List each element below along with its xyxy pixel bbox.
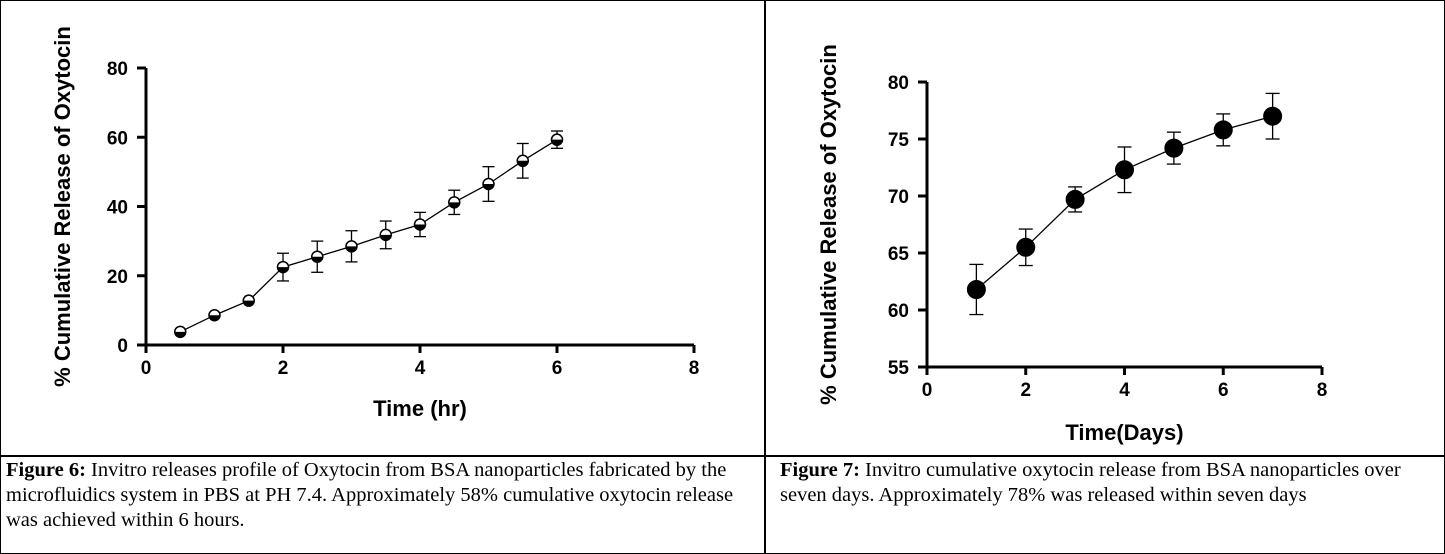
data-point-fill — [448, 202, 460, 208]
data-point-fill — [517, 160, 529, 167]
chart-panel-right: 0 2 4 6 8 55 60 65 70 75 80 Time(Days) % Cumulative … — [766, 0, 1443, 455]
y-tick-label: 80 — [107, 59, 128, 80]
caption-figure-7: Figure 7: Invitro cumulative oxytocin re… — [780, 458, 1430, 552]
chart-panel-left: 0 2 4 6 8 0 20 40 60 80 Time (hr)% Cumulative Rele… — [0, 0, 764, 455]
x-tick-label: 4 — [415, 358, 426, 379]
y-tick-label: 65 — [888, 244, 910, 265]
data-point-fill — [311, 256, 323, 263]
x-tick-label: 0 — [922, 380, 933, 401]
data-point — [1164, 138, 1184, 158]
y-axis-title: % Cumulative Release of Oxytocin — [816, 44, 841, 405]
data-point-fill — [346, 246, 357, 252]
data-point-fill — [209, 315, 220, 321]
x-tick-label: 8 — [1317, 380, 1328, 401]
caption-label: Figure 6: — [6, 459, 86, 481]
data-point-fill — [277, 267, 289, 273]
x-tick-label: 6 — [1218, 380, 1229, 401]
y-axis-title: % Cumulative Release of Oxytocin — [50, 26, 75, 387]
x-axis-title: Time (hr) — [373, 396, 467, 421]
caption-label: Figure 7: — [780, 459, 860, 481]
y-tick-label: 75 — [888, 130, 910, 151]
caption-text: Invitro cumulative oxytocin release from… — [780, 459, 1401, 506]
x-tick-label: 2 — [1020, 380, 1031, 401]
caption-text: Invitro releases profile of Oxytocin fro… — [6, 459, 734, 531]
data-point — [966, 279, 986, 299]
data-point-fill — [551, 139, 563, 146]
y-tick-label: 60 — [888, 301, 909, 322]
x-tick-label: 8 — [689, 358, 700, 379]
y-tick-label: 20 — [107, 267, 128, 288]
data-point-fill — [174, 331, 186, 338]
data-point — [1213, 120, 1233, 140]
data-point — [1263, 106, 1283, 126]
data-point-fill — [380, 234, 392, 241]
x-tick-label: 4 — [1119, 380, 1130, 401]
row-divider — [0, 455, 1445, 457]
x-tick-label: 2 — [278, 358, 289, 379]
y-tick-label: 70 — [888, 187, 909, 208]
y-tick-label: 60 — [107, 128, 128, 149]
data-point — [1115, 160, 1134, 180]
data-point-fill — [483, 183, 494, 190]
data-point — [1016, 237, 1036, 257]
chart-time-days: 0 2 4 6 8 55 60 65 70 75 80 Time(Days) % Cumulative … — [816, 44, 1328, 445]
x-tick-label: 6 — [552, 358, 563, 379]
y-tick-label: 0 — [117, 336, 128, 357]
data-point-fill — [414, 224, 426, 231]
data-point-fill — [243, 300, 255, 307]
y-tick-label: 55 — [888, 358, 910, 379]
caption-figure-6: Figure 6: Invitro releases profile of Ox… — [6, 458, 758, 552]
x-tick-label: 0 — [141, 358, 152, 379]
column-divider — [764, 0, 766, 554]
series-line — [179, 139, 558, 333]
series-line — [975, 115, 1273, 290]
data-point — [1065, 189, 1085, 209]
x-axis-title: Time(Days) — [1065, 420, 1183, 445]
y-tick-label: 40 — [107, 198, 128, 219]
y-tick-label: 80 — [888, 73, 909, 94]
